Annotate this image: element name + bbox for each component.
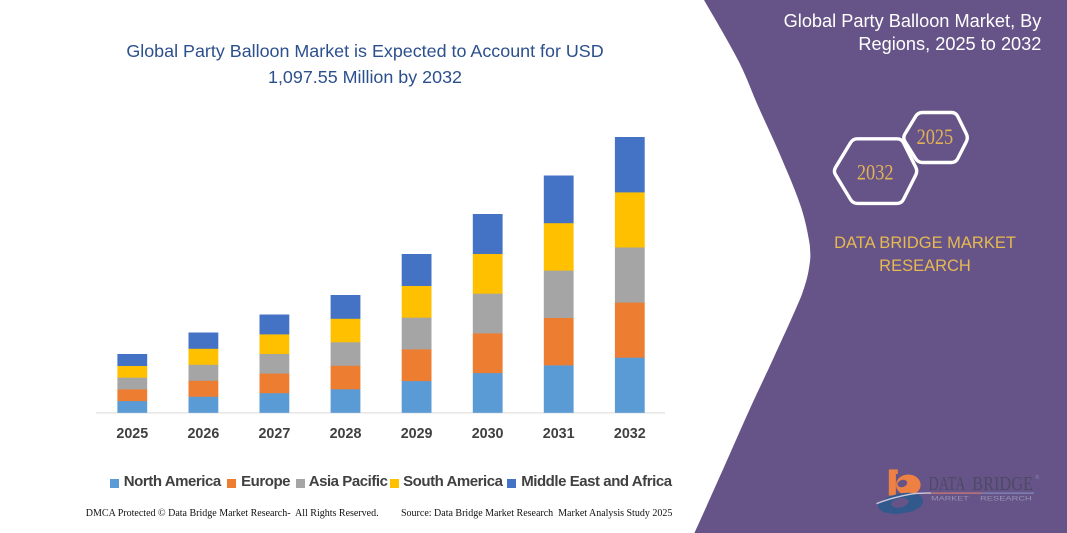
svg-text:2025: 2025 [917, 124, 954, 149]
svg-text:MARKET: MARKET [931, 496, 969, 503]
svg-text:BRIDGE: BRIDGE [972, 472, 1033, 494]
svg-text:2032: 2032 [857, 160, 894, 185]
svg-text:®: ® [1036, 474, 1040, 481]
svg-text:DATA: DATA [928, 472, 966, 494]
svg-text:RESEARCH: RESEARCH [980, 496, 1032, 503]
